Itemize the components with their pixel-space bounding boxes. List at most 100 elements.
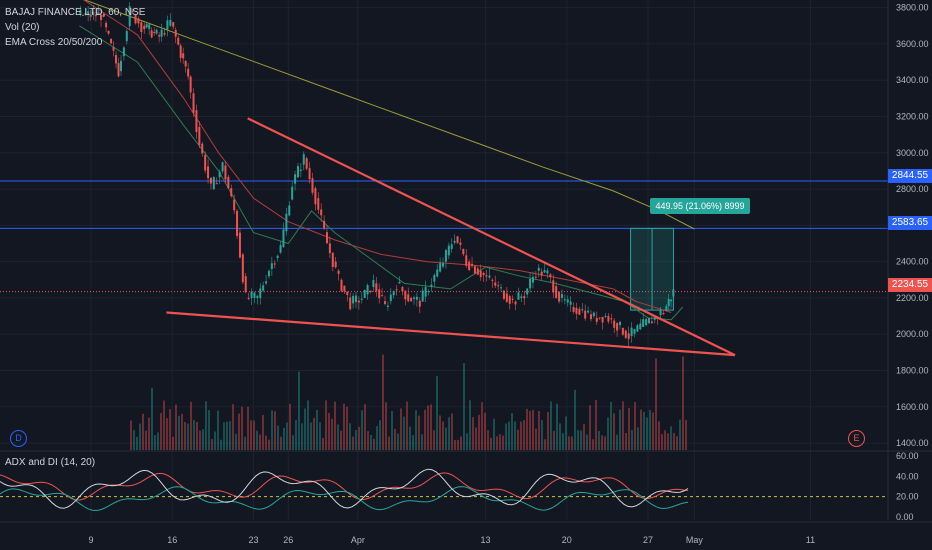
- candle-body: [627, 333, 630, 339]
- candle-body: [328, 243, 331, 254]
- candle-body: [468, 261, 471, 271]
- volume-bar: [235, 433, 237, 450]
- volume-bar: [490, 437, 492, 450]
- candle-body: [282, 229, 285, 248]
- volume-bar: [283, 427, 285, 450]
- candle-body: [418, 300, 421, 307]
- volume-bar: [484, 412, 486, 450]
- time-tick-label: Apr: [351, 535, 365, 545]
- ema20-line: [79, 25, 684, 321]
- volume-bar: [655, 358, 657, 450]
- volume-bar: [265, 435, 267, 450]
- candle-body: [450, 244, 453, 249]
- candle-body: [662, 312, 665, 314]
- volume-bar: [661, 434, 663, 450]
- candle-body: [415, 296, 418, 300]
- dividend-marker-icon[interactable]: D: [10, 430, 27, 447]
- candle-body: [479, 270, 482, 277]
- adx-tick-label: 40.00: [896, 471, 919, 481]
- candle-body: [430, 284, 433, 287]
- candle-body: [107, 30, 110, 34]
- candle-body: [636, 325, 639, 332]
- volume-bar: [442, 421, 444, 450]
- volume-bar: [145, 430, 147, 450]
- candle-body: [125, 31, 128, 42]
- candle-body: [247, 297, 250, 299]
- candle-body: [592, 312, 595, 317]
- candle-body: [508, 296, 511, 304]
- candle-body: [633, 329, 636, 334]
- candle-body: [94, 14, 97, 17]
- candle-body: [648, 317, 650, 324]
- volume-bar: [337, 424, 339, 450]
- candle-body: [497, 285, 500, 287]
- volume-bar: [454, 439, 456, 450]
- earnings-marker-icon[interactable]: E: [848, 430, 865, 447]
- volume-bar: [547, 411, 549, 450]
- price-tick-label: 2800.00: [896, 184, 929, 194]
- candle-body: [187, 68, 190, 77]
- volume-bar: [214, 431, 216, 450]
- candle-body: [81, 14, 84, 16]
- candle-body: [369, 290, 372, 293]
- candle-body: [204, 155, 207, 171]
- candle-body: [150, 30, 153, 38]
- ema-indicator-label[interactable]: EMA Cross 20/50/200: [5, 37, 103, 48]
- volume-bar: [193, 420, 195, 450]
- candle-body: [224, 165, 227, 180]
- candle-body: [514, 301, 517, 305]
- adx-tick-label: 60.00: [896, 451, 919, 461]
- volume-bar: [469, 400, 471, 450]
- ema50-line: [83, 0, 672, 313]
- volume-bar: [586, 434, 588, 450]
- volume-bar: [577, 430, 579, 450]
- volume-bar: [421, 434, 423, 450]
- volume-bar: [220, 439, 222, 450]
- candle-body: [537, 267, 540, 271]
- volume-bar: [280, 436, 282, 450]
- price-tick-label: 2000.00: [896, 329, 929, 339]
- current-price-label: 2234.55: [888, 278, 932, 292]
- candle-body: [488, 275, 491, 278]
- candle-body: [221, 162, 224, 172]
- volume-bar: [310, 422, 312, 450]
- candle-body: [357, 300, 360, 303]
- candle-body: [360, 298, 363, 300]
- price-tick-label: 1800.00: [896, 366, 929, 376]
- volume-bar: [517, 429, 519, 450]
- candle-body: [482, 273, 485, 276]
- candle-body: [209, 177, 212, 184]
- candle-body: [100, 14, 103, 21]
- candle-body: [346, 291, 349, 296]
- volume-bar: [598, 430, 600, 450]
- candle-body: [555, 286, 558, 298]
- candle-body: [607, 316, 610, 322]
- candle-body: [230, 188, 233, 197]
- candle-body: [299, 169, 302, 171]
- volume-bar: [274, 411, 276, 450]
- volume-bar: [538, 411, 540, 450]
- candle-body: [112, 47, 115, 51]
- candle-body: [273, 263, 276, 265]
- candle-body: [520, 296, 523, 298]
- symbol-title[interactable]: BAJAJ FINANCE LTD, 60, NSE: [5, 7, 146, 18]
- candle-body: [511, 298, 514, 300]
- volume-bar: [592, 439, 594, 450]
- time-tick-label: 13: [481, 535, 491, 545]
- volume-bar: [349, 423, 351, 450]
- price-tick-label: 2200.00: [896, 293, 929, 303]
- volume-bar: [529, 410, 531, 450]
- volume-indicator-label[interactable]: Vol (20): [5, 22, 40, 33]
- candle-body: [279, 245, 282, 253]
- candle-body: [311, 178, 314, 193]
- volume-bar: [676, 436, 678, 450]
- adx-title[interactable]: ADX and DI (14, 20): [5, 457, 96, 468]
- volume-bar: [382, 354, 384, 450]
- candle-body: [459, 242, 462, 245]
- volume-bar: [391, 411, 393, 450]
- candle-body: [604, 315, 607, 317]
- candle-body: [166, 20, 169, 30]
- candle-body: [517, 292, 520, 300]
- candle-body: [546, 270, 549, 274]
